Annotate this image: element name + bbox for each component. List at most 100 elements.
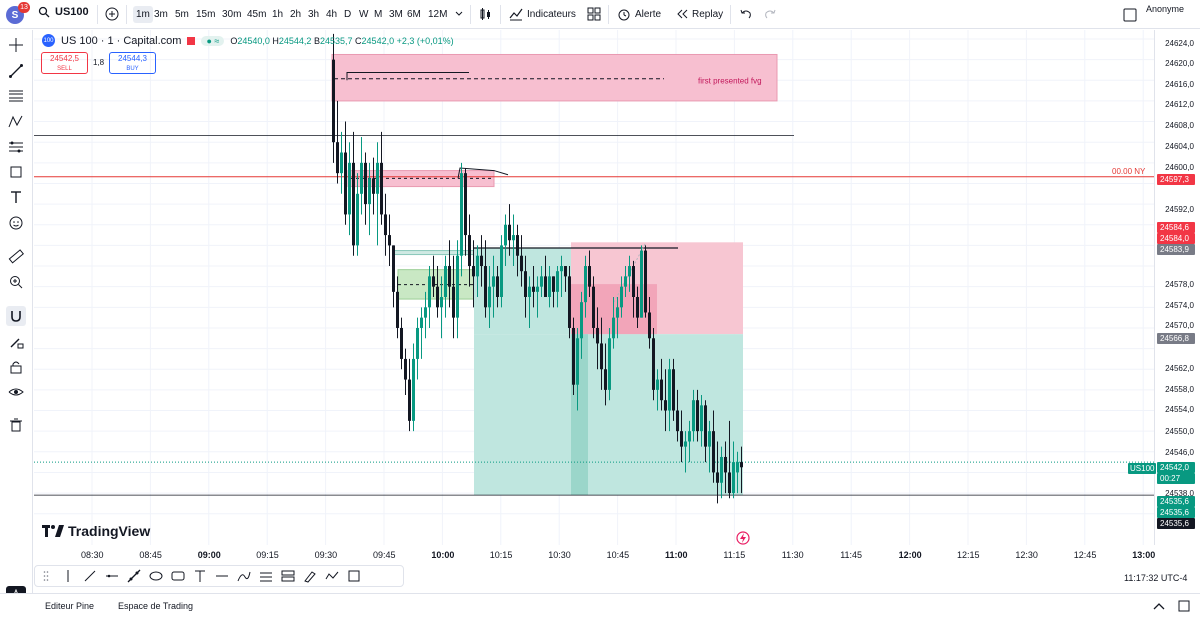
parallel-channel-tool[interactable] [167, 567, 189, 585]
trendline-icon [9, 64, 23, 78]
fib-tool[interactable] [6, 86, 26, 106]
drag-handle[interactable] [35, 567, 57, 585]
timeframe-45m[interactable]: 45m [247, 9, 267, 20]
timeframe-12m[interactable]: 12M [428, 9, 448, 20]
maximize-icon[interactable] [1178, 600, 1190, 612]
timeframe-1m[interactable]: 1m [133, 6, 153, 23]
divider [126, 5, 127, 24]
shape-tool[interactable] [6, 162, 26, 182]
candle-type-icon[interactable] [477, 6, 493, 22]
visibility-tool[interactable] [6, 382, 26, 402]
candle-body [636, 297, 639, 318]
candle-body [704, 405, 707, 447]
text-tool-bottom[interactable] [189, 567, 211, 585]
price-tick-label: 24550,0 [1165, 427, 1194, 436]
trendline-tool[interactable] [6, 61, 26, 81]
high-value: 24544,2 [278, 35, 312, 46]
polyline-icon [325, 571, 339, 580]
indicators-icon[interactable] [508, 6, 524, 22]
candle-body [640, 250, 643, 318]
timeframe-d[interactable]: D [344, 9, 352, 20]
candle-body [356, 193, 359, 246]
path-icon [237, 571, 251, 582]
trend-line-tool[interactable] [79, 567, 101, 585]
candle-body [696, 400, 699, 432]
candle-body [660, 379, 663, 401]
crosshair-tool[interactable] [6, 35, 26, 55]
replay-icon[interactable] [674, 6, 690, 22]
undo-icon[interactable] [738, 6, 754, 22]
candle-body [536, 286, 539, 292]
draw-mode-tool[interactable] [6, 332, 26, 352]
buy-button[interactable]: 24544,3 BUY [109, 52, 156, 74]
layout-grid-icon[interactable] [586, 6, 602, 22]
pattern-tool[interactable] [6, 112, 26, 132]
alert-button[interactable]: Alerte [635, 9, 662, 20]
time-axis[interactable]: 08:30 08:45 09:00 09:15 09:30 09:45 10:00 10:15… [34, 545, 1155, 565]
fvg-zone [331, 53, 778, 102]
timeframe-w[interactable]: W [359, 9, 369, 20]
tab-pine-editor[interactable]: Editeur Pine [45, 601, 95, 611]
flag-icon[interactable] [187, 36, 196, 45]
candle-body [528, 286, 531, 297]
vertical-line-tool[interactable] [57, 567, 79, 585]
market-status-icon[interactable]: ● ≈ [201, 35, 225, 46]
candle-body [360, 162, 363, 194]
timeframe-5m[interactable]: 5m [175, 9, 189, 20]
timeframe-2h[interactable]: 2h [290, 9, 302, 20]
indicators-button[interactable]: Indicateurs [527, 9, 576, 20]
timeframe-3m[interactable]: 3M [389, 9, 403, 20]
time-tick-label: 12:15 [957, 550, 980, 560]
zoom-tool[interactable] [6, 272, 26, 292]
timeframe-1h[interactable]: 1h [272, 9, 284, 20]
clock-timezone[interactable]: 11:17:32 UTC-4 [1124, 573, 1188, 583]
delete-tool[interactable] [6, 415, 26, 435]
replay-button[interactable]: Replay [692, 9, 724, 20]
horizontal-line-tool[interactable] [211, 567, 233, 585]
path-tool[interactable] [233, 567, 255, 585]
brush-tool[interactable] [299, 567, 321, 585]
forecast-tool[interactable] [6, 137, 26, 157]
candle-body [680, 431, 683, 447]
polyline-tool[interactable] [321, 567, 343, 585]
price-tag: 24597,3 [1157, 174, 1195, 185]
chevron-up-icon[interactable] [1152, 600, 1166, 612]
emoji-tool[interactable] [6, 213, 26, 233]
short-position-tool[interactable] [277, 567, 299, 585]
lock-tool[interactable] [6, 357, 26, 377]
timeframe-3h[interactable]: 3h [308, 9, 320, 20]
anonymous-label: Anonyme [1146, 4, 1185, 14]
price-axis[interactable]: 24624,0 24620,0 24616,0 24612,0 24608,0 24604… [1128, 30, 1200, 545]
candle-body [604, 369, 607, 390]
legend-title[interactable]: US 100 · 1 · Capital.com [61, 34, 182, 47]
add-symbol-icon[interactable] [104, 6, 120, 22]
fullscreen-icon[interactable] [1122, 7, 1138, 23]
sell-button[interactable]: 24542,5 SELL [41, 52, 88, 74]
text-tool[interactable] [6, 187, 26, 207]
alarm-clock-icon[interactable] [616, 6, 632, 22]
candle-body [728, 472, 731, 494]
tab-trading-panel[interactable]: Espace de Trading [118, 601, 194, 611]
extended-line-tool[interactable] [123, 567, 145, 585]
timeframe-30m[interactable]: 30m [222, 9, 242, 20]
timeframe-15m[interactable]: 15m [196, 9, 216, 20]
rectangle-tool[interactable] [343, 567, 365, 585]
timeframe-6m[interactable]: 6M [407, 9, 421, 20]
ellipse-tool[interactable] [145, 567, 167, 585]
candle-body [628, 266, 631, 277]
timeframe-3m[interactable]: 3m [154, 9, 168, 20]
candle-body [712, 431, 715, 473]
candle-body [420, 317, 423, 328]
chart-pane[interactable]: first presented fvg 00.00 NY [34, 30, 1154, 545]
chevron-down-icon[interactable] [454, 9, 464, 19]
timeframe-4h[interactable]: 4h [326, 9, 338, 20]
ruler-tool[interactable] [6, 246, 26, 266]
timeframe-m[interactable]: M [374, 9, 383, 20]
candlestick-chart[interactable]: first presented fvg 00.00 NY [34, 30, 1154, 545]
horizontal-ray-tool[interactable] [101, 567, 123, 585]
redo-icon[interactable] [762, 6, 778, 22]
long-position-tool[interactable] [255, 567, 277, 585]
magnet-tool[interactable] [6, 306, 26, 326]
symbol-search[interactable]: US100 [38, 6, 89, 18]
